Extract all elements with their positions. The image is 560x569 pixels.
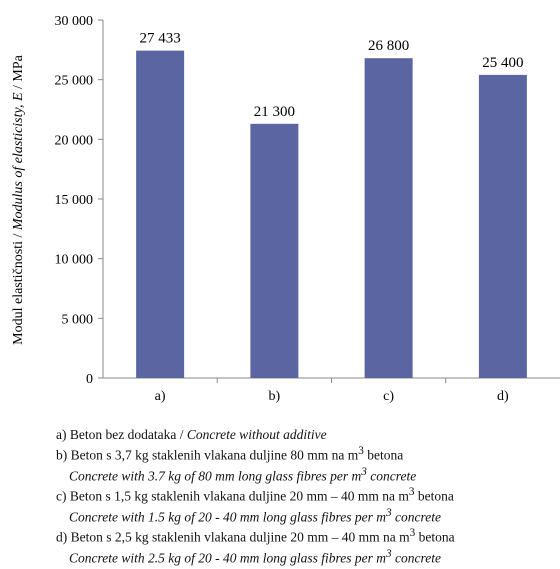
y-tick-label: 15 000 bbox=[55, 193, 94, 208]
legend-item-b-en: Concrete with 3.7 kg of 80 mm long glass… bbox=[56, 464, 556, 485]
legend-item-b: b) Beton s 3,7 kg staklenih vlakana dulj… bbox=[56, 443, 556, 464]
y-tick-label: 20 000 bbox=[55, 133, 94, 148]
y-tick-label: 5 000 bbox=[62, 312, 94, 327]
legend-c-sup: 3 bbox=[408, 486, 415, 498]
data-label: 27 433 bbox=[140, 31, 181, 47]
x-tick-label: c) bbox=[383, 389, 394, 404]
legend-d-sup: 3 bbox=[409, 527, 416, 539]
y-axis-title-plain: Modul elastičnosti / bbox=[11, 230, 26, 345]
plot-area: 0 5 000 10 000 15 000 20 000 25 000 30 000 27 4… bbox=[55, 14, 560, 404]
bar bbox=[478, 74, 527, 378]
legend-b-en-text: Concrete with 3.7 kg of 80 mm long glass… bbox=[69, 468, 362, 483]
legend-a-text: a) Beton bez dodataka / bbox=[56, 427, 187, 442]
legend-c-text: c) Beton s 1,5 kg staklenih vlakana dulj… bbox=[56, 488, 409, 504]
y-tick-label: 25 000 bbox=[55, 74, 94, 89]
legend-c-en-text: Concrete with 1.5 kg of 20 - 40 mm long … bbox=[69, 509, 386, 524]
data-label: 21 300 bbox=[254, 104, 295, 120]
legend-d-en-sup: 3 bbox=[385, 547, 392, 560]
legend-b-text: b) Beton s 3,7 kg staklenih vlakana dulj… bbox=[56, 447, 359, 463]
legend-item-a: a) Beton bez dodataka / Concrete without… bbox=[56, 426, 556, 443]
legend-b-post: betona bbox=[363, 447, 404, 463]
legend-item-d-en: Concrete with 2.5 kg of 20 - 40 mm long … bbox=[56, 546, 556, 567]
x-tick-label: a) bbox=[155, 389, 166, 404]
data-label: 25 400 bbox=[482, 55, 523, 71]
legend-c-post: betona bbox=[414, 488, 454, 504]
legend-d-en-post: concrete bbox=[391, 550, 441, 565]
y-tick-label: 30 000 bbox=[55, 14, 94, 29]
y-tick-label: 10 000 bbox=[55, 253, 94, 268]
bar bbox=[250, 123, 299, 378]
bar bbox=[136, 50, 185, 378]
x-tick-label: b) bbox=[269, 389, 281, 404]
legend-d-post: betona bbox=[415, 529, 455, 545]
legend-c-en-sup: 3 bbox=[385, 506, 392, 519]
x-tick-label: d) bbox=[497, 389, 509, 404]
legend-b-en-sup: 3 bbox=[361, 465, 367, 478]
legend-a-italic: Concrete without additive bbox=[186, 427, 327, 442]
y-axis-title: Modul elastičnosti / Modulus of elastici… bbox=[11, 54, 26, 344]
y-tick-label: 0 bbox=[86, 372, 93, 387]
bar-chart: 0 5 000 10 000 15 000 20 000 25 000 30 000 27 4… bbox=[11, 14, 560, 404]
y-axis-title-unit: / MPa bbox=[11, 54, 26, 92]
legend-b-en-post: concrete bbox=[366, 468, 417, 483]
legend-d-text: d) Beton s 2,5 kg staklenih vlakana dulj… bbox=[56, 529, 410, 545]
legend-b-sup: 3 bbox=[358, 445, 364, 457]
legend-item-d: d) Beton s 2,5 kg staklenih vlakana dulj… bbox=[56, 525, 556, 546]
bar bbox=[364, 58, 413, 378]
legend-c-en-post: concrete bbox=[391, 509, 441, 524]
legend-item-c: c) Beton s 1,5 kg staklenih vlakana dulj… bbox=[56, 484, 556, 505]
legend-item-c-en: Concrete with 1.5 kg of 20 - 40 mm long … bbox=[56, 505, 556, 526]
y-axis-title-italic: Modulus of elasticisty, E bbox=[11, 92, 26, 231]
legend-d-en-text: Concrete with 2.5 kg of 20 - 40 mm long … bbox=[69, 550, 386, 565]
chart-legend: a) Beton bez dodataka / Concrete without… bbox=[56, 426, 556, 566]
data-label: 26 800 bbox=[368, 38, 409, 54]
